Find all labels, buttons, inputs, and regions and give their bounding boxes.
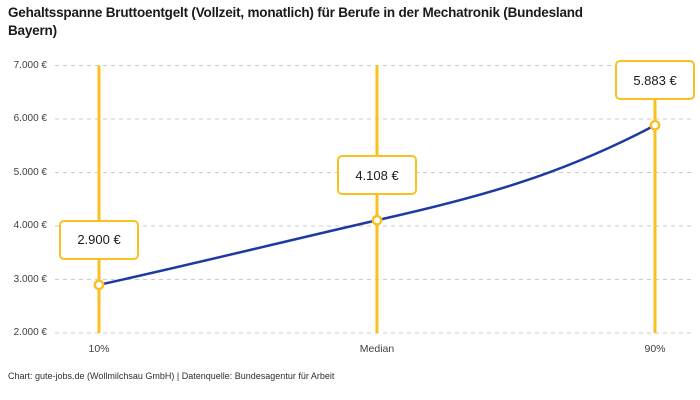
x-axis-tick-label: 10% <box>88 343 110 355</box>
value-label-box: 4.108 € <box>337 155 417 196</box>
data-point-marker <box>93 279 105 291</box>
chart-title: Gehaltsspanne Bruttoentgelt (Vollzeit, m… <box>8 5 583 38</box>
x-axis-tick-label: 90% <box>644 343 666 355</box>
value-label-box: 2.900 € <box>59 219 139 260</box>
data-point-marker <box>649 119 661 131</box>
y-axis-tick-label: 5.000 € <box>13 166 47 178</box>
y-axis-tick-label: 6.000 € <box>13 113 47 124</box>
data-point-marker <box>371 214 383 226</box>
value-label-box: 5.883 € <box>615 60 695 101</box>
y-axis-tick-label: 7.000 € <box>13 59 47 71</box>
y-axis-tick-label: 2.000 € <box>13 327 47 338</box>
chart-footer: Chart: gute-jobs.de (Wollmilchsau GmbH) … <box>8 371 335 381</box>
x-axis-tick-label: Median <box>359 343 395 355</box>
y-axis-tick-label: 3.000 € <box>13 273 47 285</box>
y-axis-tick-label: 4.000 € <box>13 220 47 231</box>
